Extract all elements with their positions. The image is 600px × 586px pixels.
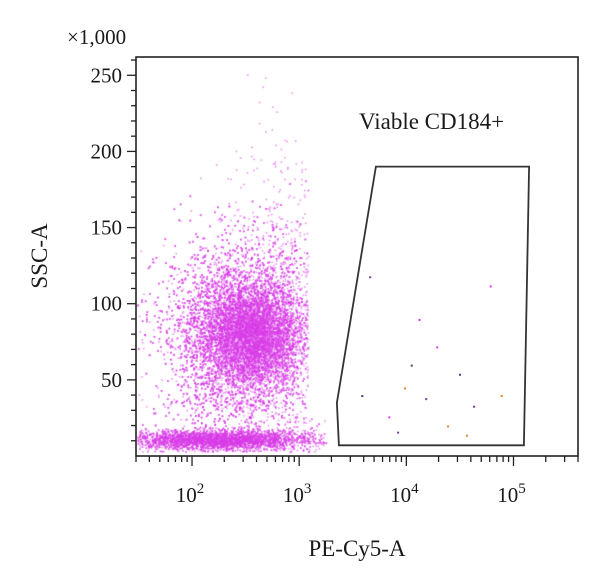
gated-event-point	[369, 276, 372, 279]
gated-event-point	[458, 373, 461, 376]
gated-event-point	[473, 405, 476, 408]
event-points	[136, 57, 578, 456]
gated-event-point	[500, 395, 503, 398]
x-tick-label: 105	[497, 481, 526, 507]
gated-event-point	[418, 318, 421, 321]
x-tick-label: 102	[176, 481, 205, 507]
gated-event-point	[447, 425, 450, 428]
axis-ticks: 50 100 150 200 250 102 103 104 105	[91, 59, 579, 507]
x-tick-label: 104	[390, 481, 419, 507]
gate-polygon[interactable]	[335, 165, 531, 447]
x-tick-label: 103	[283, 481, 312, 507]
gated-event-point	[489, 285, 492, 288]
gated-event-point	[425, 398, 428, 401]
y-tick-label: 50	[101, 368, 122, 392]
gated-event-point	[361, 395, 364, 398]
x-axis-title: PE-Cy5-A	[308, 536, 406, 561]
gate-label: Viable CD184+	[359, 109, 504, 134]
y-tick-label: 100	[91, 292, 123, 316]
y-tick-label: 250	[91, 63, 123, 87]
gated-event-point	[403, 387, 406, 390]
plot-frame	[135, 56, 579, 457]
gated-event-point	[465, 434, 468, 437]
y-tick-label: 150	[91, 216, 123, 240]
gated-event-point	[388, 416, 391, 419]
y-tick-label: 200	[91, 139, 123, 163]
gated-event-point	[397, 431, 400, 434]
gated-event-point	[410, 364, 413, 367]
y-axis-title: SSC-A	[27, 223, 52, 289]
y-axis-multiplier: ×1,000	[67, 25, 126, 49]
scatter-point-cloud	[136, 57, 578, 456]
gated-event-point	[436, 346, 439, 349]
